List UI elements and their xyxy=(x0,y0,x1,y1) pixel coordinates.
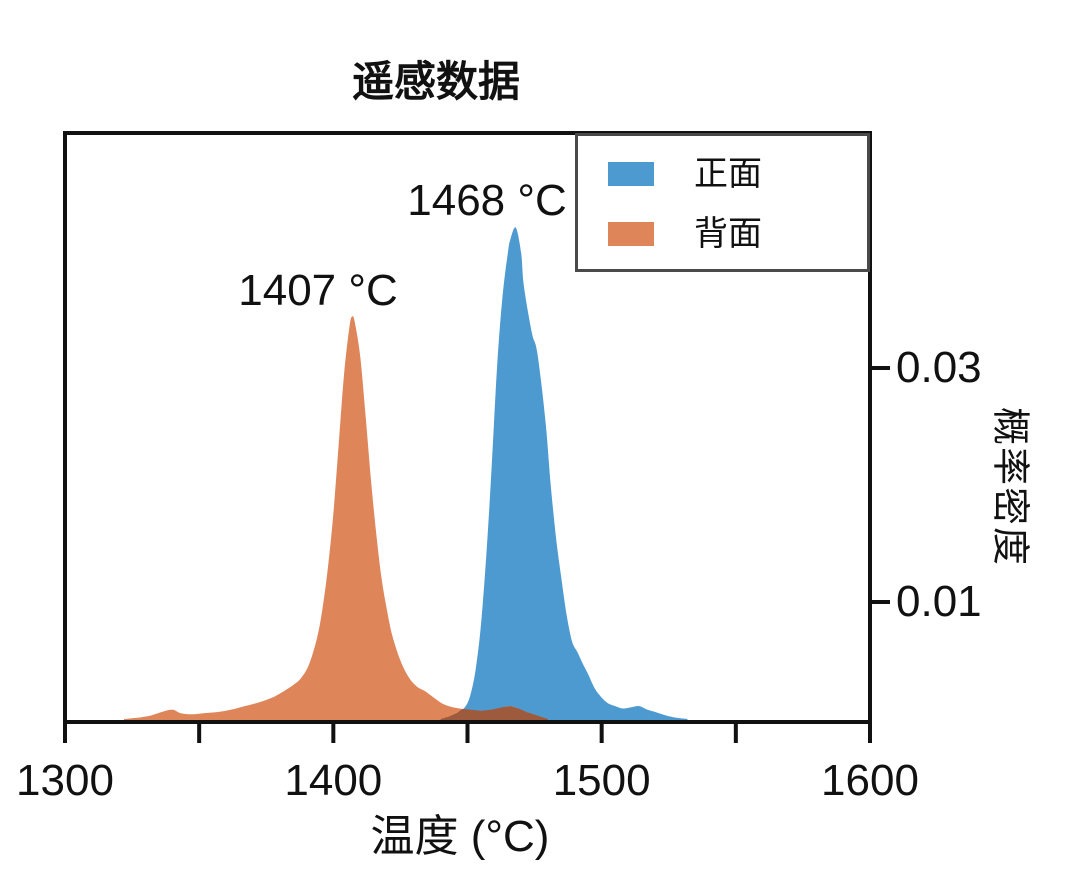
density-area-front xyxy=(440,227,688,722)
peak-annotation-背面: 1407 °C xyxy=(238,266,398,315)
y-tick-label-0.03: 0.03 xyxy=(896,343,982,392)
x-tick-label-1500: 1500 xyxy=(552,756,651,805)
legend-box: 正面 背面 xyxy=(575,133,870,272)
legend-swatch-背面 xyxy=(608,222,654,246)
x-tick-label-1300: 1300 xyxy=(16,756,114,805)
x-tick-label-1400: 1400 xyxy=(284,756,383,805)
y-tick-label-0.01: 0.01 xyxy=(896,577,982,626)
legend-item-正面: 正面 xyxy=(608,155,867,193)
x-tick-label-1600: 1600 xyxy=(821,756,919,805)
legend-label-背面: 背面 xyxy=(694,215,762,253)
density-area-overlap xyxy=(440,706,548,721)
peak-annotation-正面: 1468 °C xyxy=(407,176,567,225)
x-axis-label: 温度 (°C) xyxy=(370,812,550,861)
chart-title: 遥感数据 xyxy=(351,58,521,105)
legend-swatch-正面 xyxy=(608,162,654,186)
legend-label-正面: 正面 xyxy=(694,155,762,193)
density-area-back xyxy=(124,316,548,721)
legend-item-背面: 背面 xyxy=(608,215,867,253)
y-axis-label: 概率密度 xyxy=(988,406,1031,568)
